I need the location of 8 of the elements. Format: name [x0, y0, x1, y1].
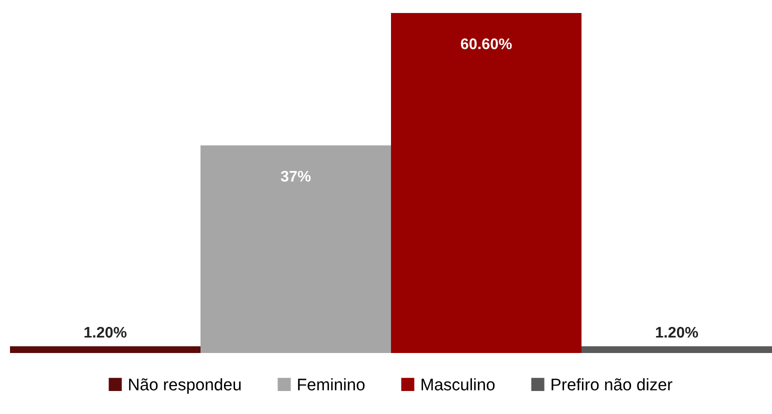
legend-label: Masculino [422, 378, 495, 390]
data-label: 1.20% [656, 326, 698, 338]
data-label: 60.60% [460, 38, 512, 50]
legend-label: Prefiro não dizer [552, 378, 672, 390]
legend-label: Não respondeu [129, 378, 241, 394]
data-label: 37% [280, 170, 311, 182]
data-label: 1.20% [84, 326, 127, 338]
legend-label: Feminino [298, 378, 365, 390]
